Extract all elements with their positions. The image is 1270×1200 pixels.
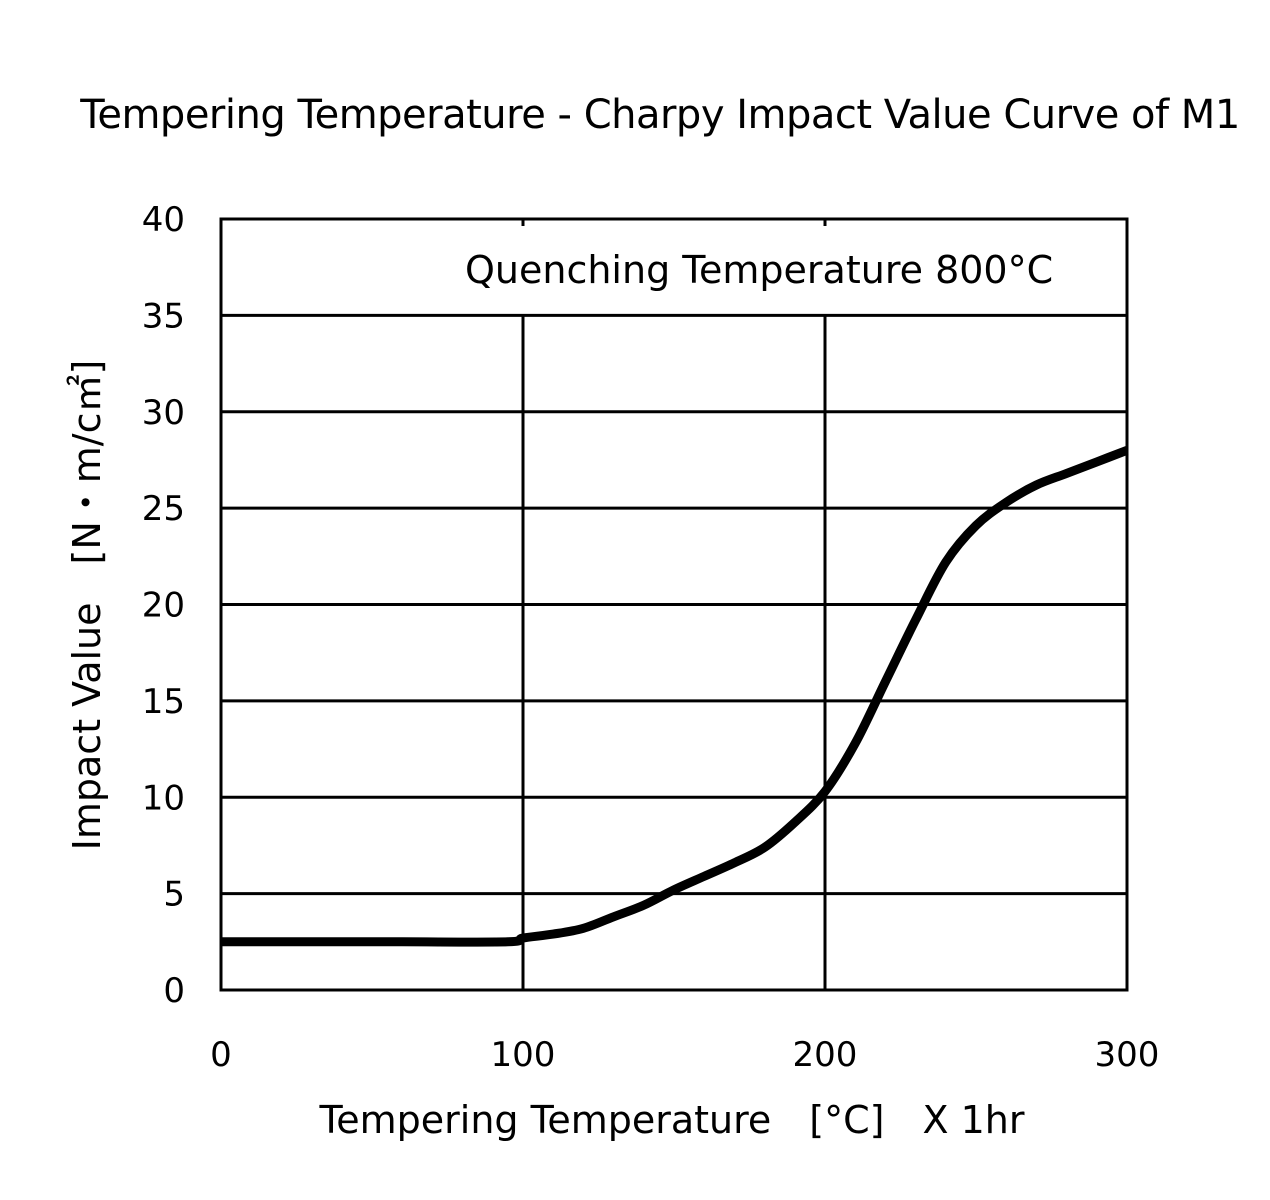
y-tick-label: 25 xyxy=(142,489,185,529)
y-tick-label: 35 xyxy=(142,296,185,336)
chart-annotation: Quenching Temperature 800°C xyxy=(465,248,1053,292)
x-axis-label: Tempering Temperature [°C] X 1hr xyxy=(318,1098,1024,1142)
y-tick-label: 20 xyxy=(142,586,185,626)
y-tick-label: 15 xyxy=(142,682,185,722)
x-tick-labels: 0 100 200 300 xyxy=(210,1035,1159,1075)
chart-title: Tempering Temperature - Charpy Impact Va… xyxy=(80,92,1240,138)
x-tick-label: 0 xyxy=(210,1035,232,1075)
x-tick-label: 100 xyxy=(491,1035,556,1075)
y-tick-label: 30 xyxy=(142,393,185,433)
plot-frame xyxy=(219,217,1129,992)
x-tick-label: 200 xyxy=(793,1035,858,1075)
x-tick-label: 300 xyxy=(1095,1035,1160,1075)
y-tick-label: 0 xyxy=(163,971,185,1011)
y-tick-label: 10 xyxy=(142,778,185,818)
series-line-M1 xyxy=(221,446,1129,947)
y-tick-labels: 0 5 10 15 20 25 30 35 40 xyxy=(142,200,185,1011)
y-tick-label: 5 xyxy=(163,875,185,915)
y-tick-label: 40 xyxy=(142,200,185,240)
grid-lines xyxy=(221,219,1127,990)
series-layer xyxy=(221,446,1129,947)
y-axis-label: Impact Value [N・m/c㎡] xyxy=(65,360,109,851)
